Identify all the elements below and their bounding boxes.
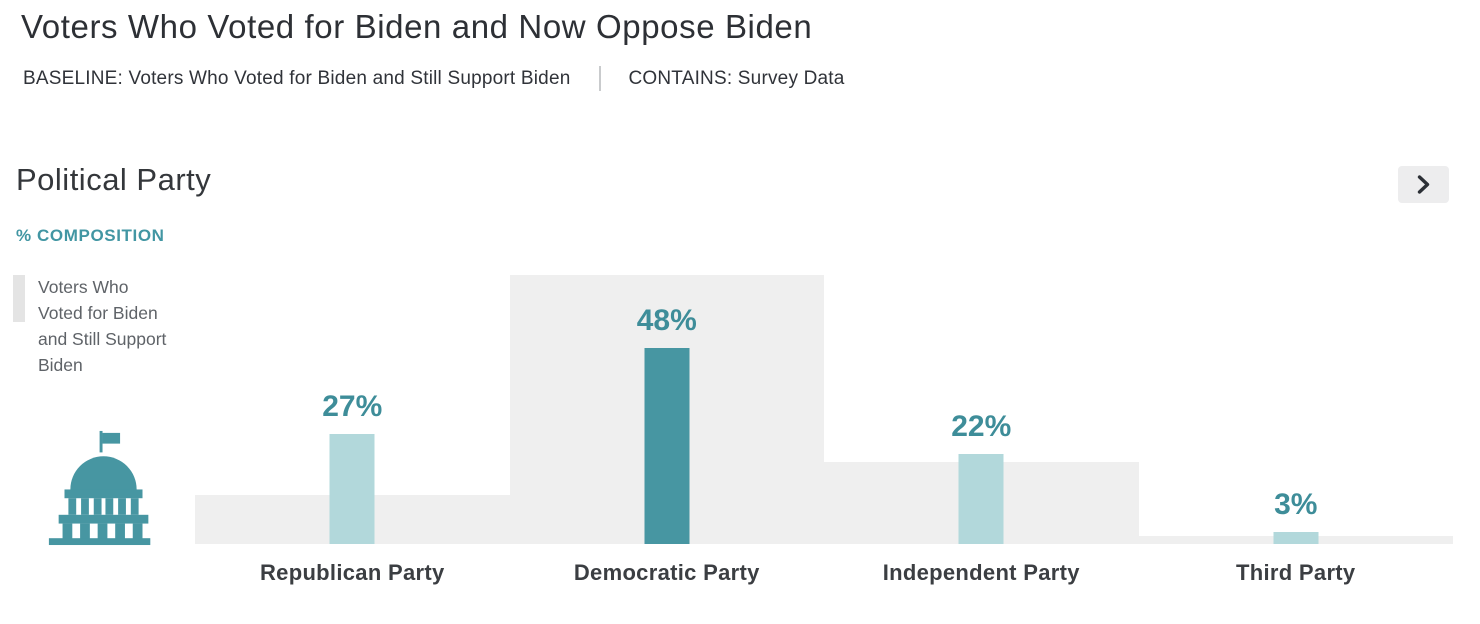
legend-baseline-swatch bbox=[13, 275, 25, 322]
subtitle-divider bbox=[599, 66, 602, 91]
page-title: Voters Who Voted for Biden and Now Oppos… bbox=[21, 8, 813, 45]
legend-baseline-label: Voters Who Voted for Biden and Still Sup… bbox=[38, 277, 167, 375]
category-label: Republican Party bbox=[259, 560, 445, 585]
section-title: Political Party bbox=[16, 162, 212, 197]
category-label: Third Party bbox=[1236, 560, 1356, 585]
focus-bar[interactable] bbox=[329, 434, 375, 544]
bar-value-label: 27% bbox=[322, 390, 383, 423]
bar-value-label: 3% bbox=[1274, 488, 1318, 521]
category-column: 22% Independent Party bbox=[824, 270, 1139, 585]
category-column: 3% Third Party bbox=[1138, 270, 1453, 585]
expand-section-button[interactable] bbox=[1398, 166, 1449, 203]
category-column: 48% Democratic Party bbox=[509, 270, 824, 585]
focus-bar[interactable] bbox=[1273, 532, 1319, 544]
focus-bar[interactable] bbox=[644, 348, 690, 544]
category-label: Independent Party bbox=[882, 560, 1080, 585]
bar-value-label: 48% bbox=[636, 304, 697, 337]
baseline-text: BASELINE: Voters Who Voted for Biden and… bbox=[23, 67, 571, 89]
capitol-building-icon bbox=[45, 429, 162, 551]
axis-label: % COMPOSITION bbox=[16, 226, 165, 245]
focus-bar[interactable] bbox=[958, 454, 1004, 544]
contains-text: CONTAINS: Survey Data bbox=[628, 67, 845, 89]
plot-area: 27% Republican Party 48% Democratic Part… bbox=[195, 270, 1453, 585]
category-label: Democratic Party bbox=[573, 560, 760, 585]
subtitle: BASELINE: Voters Who Voted for Biden and… bbox=[23, 66, 845, 91]
bar-value-label: 22% bbox=[951, 410, 1012, 443]
chevron-right-icon bbox=[1417, 175, 1430, 194]
category-column: 27% Republican Party bbox=[195, 270, 510, 585]
